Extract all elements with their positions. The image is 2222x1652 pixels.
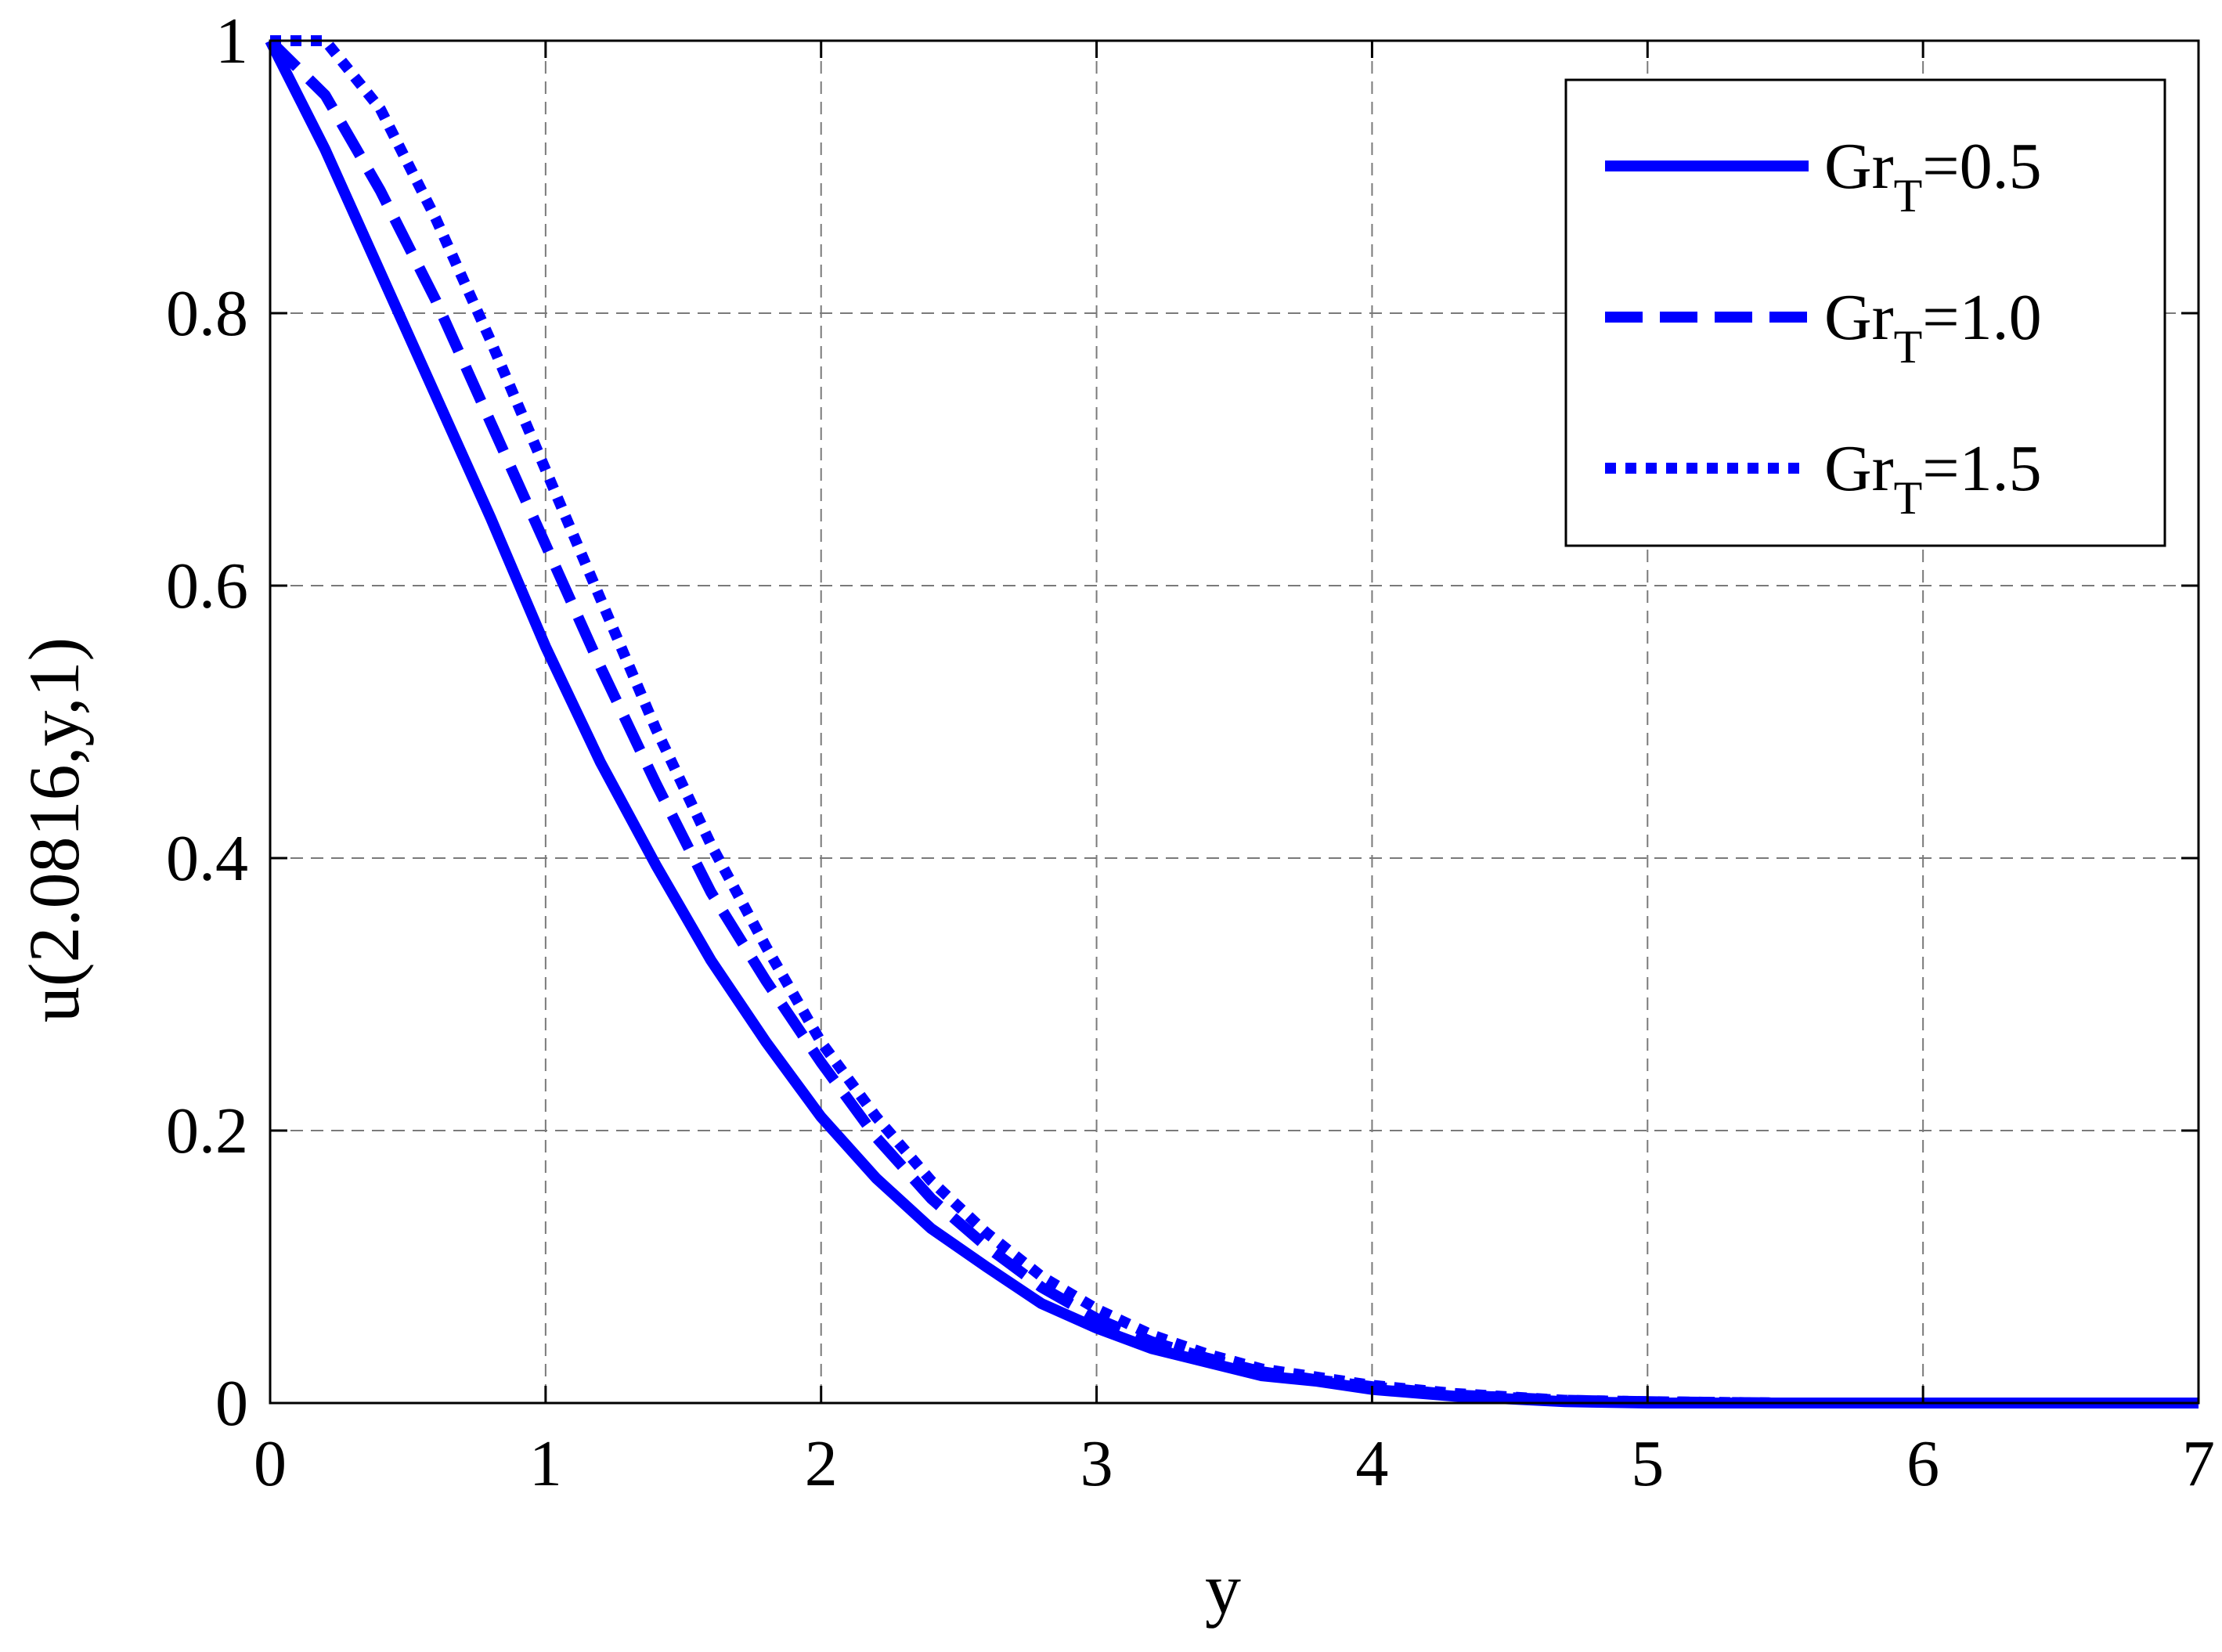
y-tick-label: 0.6 [166,550,248,622]
x-tick-label: 5 [1631,1427,1664,1500]
x-tick-label: 2 [805,1427,838,1500]
series-line-dashed [266,37,2199,1409]
legend-entry-label: GrT=0.5 [1824,130,2042,222]
series-line-dotted [270,35,2199,1409]
x-tick-label: 6 [1906,1427,1939,1500]
x-tick-label: 1 [529,1427,562,1500]
legend-name-value: =0.5 [1922,130,2041,203]
legend-entry-label: GrT=1.5 [1824,432,2042,524]
y-tick-label: 0.4 [166,822,248,895]
x-tick-label: 4 [1355,1427,1388,1500]
legend-name-base: Gr [1824,432,1894,505]
legend-name-value: =1.5 [1922,432,2041,505]
x-axis-label: y [1205,1549,1241,1629]
legend-name-subscript: T [1894,472,1923,524]
legend-name-subscript: T [1894,321,1923,373]
y-tick-label: 0.8 [166,277,248,350]
legend-name-base: Gr [1824,130,1894,203]
x-tick-label: 7 [2182,1427,2215,1500]
legend-entry-label: GrT=1.0 [1824,281,2042,373]
legend-name-value: =1.0 [1922,281,2041,354]
x-tick-label: 0 [254,1427,287,1500]
legend-name-subscript: T [1894,170,1923,222]
y-axis-label: u(2.0816,y,1) [14,637,94,1023]
y-tick-label: 0.2 [166,1095,248,1167]
y-tick-label: 1 [215,5,248,78]
legend-name-base: Gr [1824,281,1894,354]
plot-frame [269,39,2200,1405]
x-tick-label: 3 [1080,1427,1113,1500]
y-tick-label: 0 [215,1367,248,1440]
ticks: 0 1 2 3 4 5 6 7 0 0.2 0.4 0.6 0.8 1 [166,5,2215,1500]
